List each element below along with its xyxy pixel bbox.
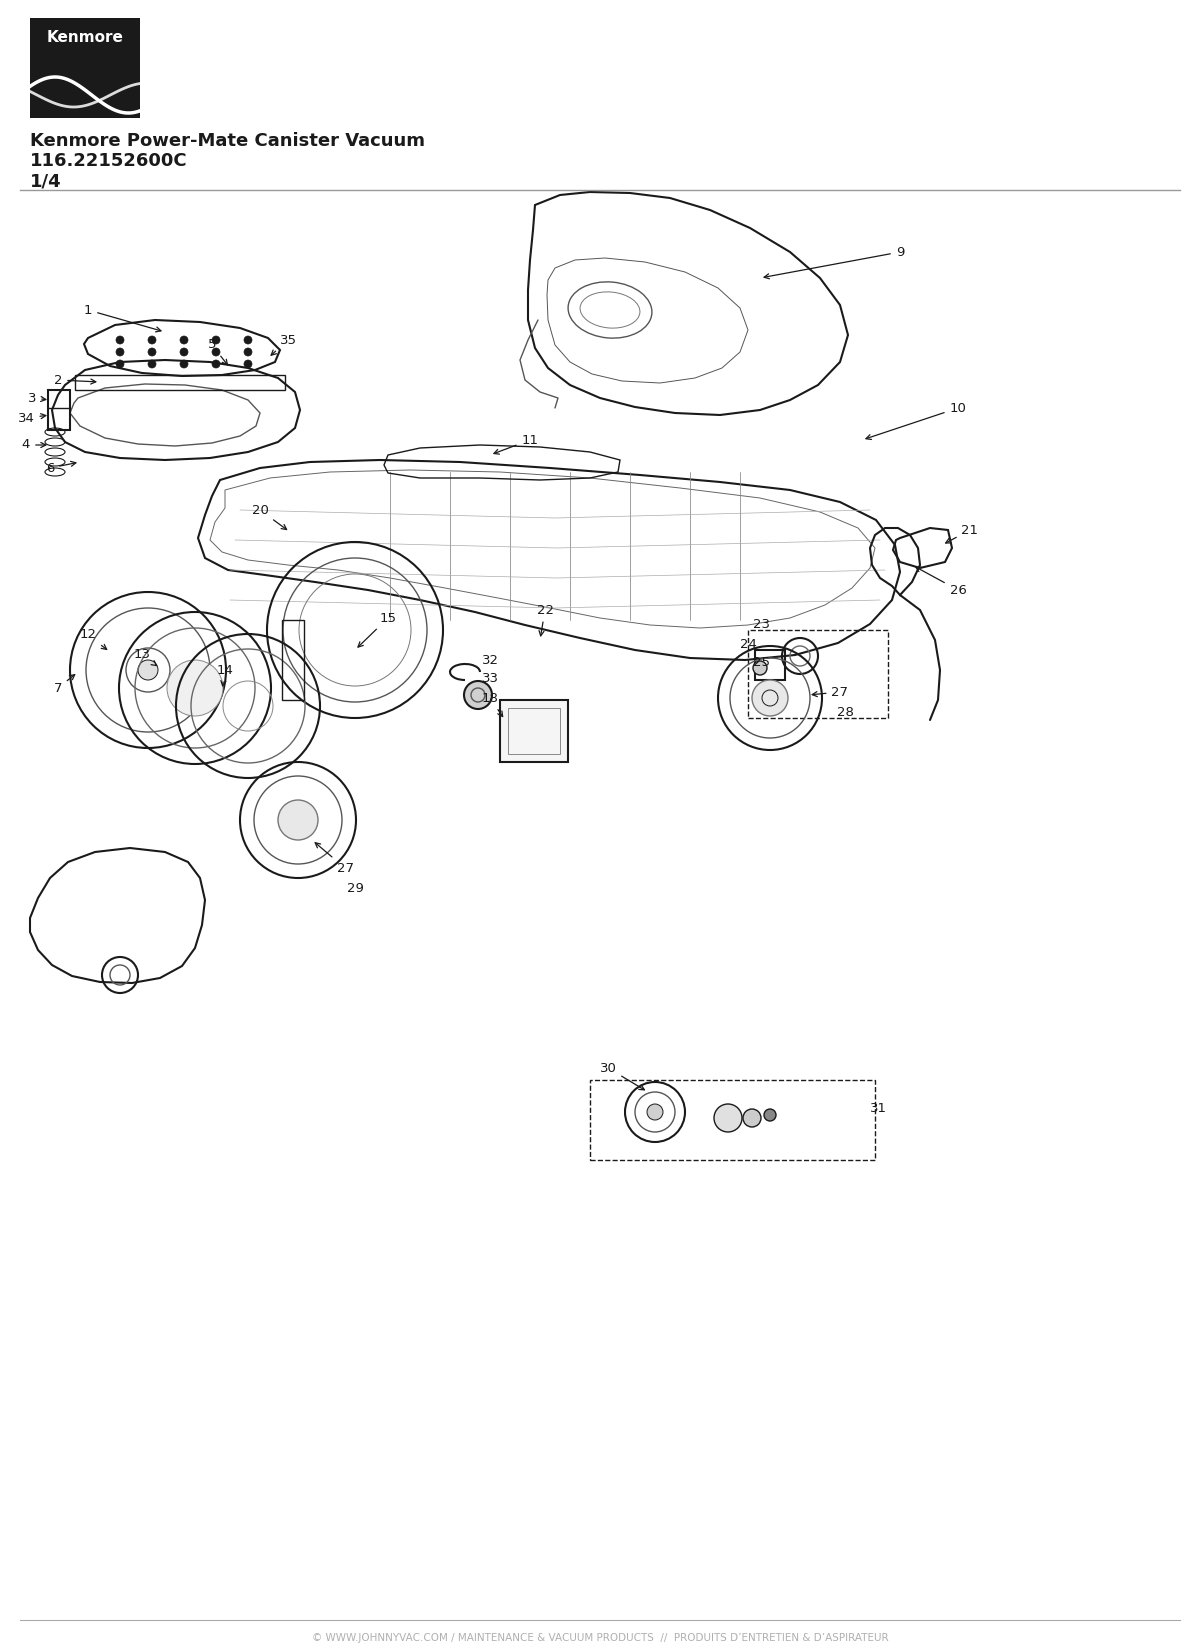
Text: 28: 28: [836, 706, 853, 718]
Text: 23: 23: [754, 619, 770, 632]
Bar: [748, 630, 888, 718]
Circle shape: [714, 1104, 742, 1132]
Circle shape: [244, 360, 252, 368]
Circle shape: [212, 360, 220, 368]
Bar: [755, 650, 785, 680]
Circle shape: [647, 1104, 662, 1120]
Text: 33: 33: [481, 672, 498, 685]
Text: 32: 32: [481, 653, 498, 667]
Text: 3: 3: [28, 391, 46, 404]
Text: 7: 7: [54, 675, 74, 695]
Text: 25: 25: [754, 655, 770, 668]
Text: 14: 14: [216, 663, 234, 686]
Text: Kenmore: Kenmore: [47, 30, 124, 46]
Text: Kenmore Power-Mate Canister Vacuum: Kenmore Power-Mate Canister Vacuum: [30, 132, 425, 150]
Text: 1: 1: [84, 304, 161, 332]
Text: 10: 10: [866, 401, 966, 439]
Circle shape: [148, 337, 156, 343]
Text: 35: 35: [271, 333, 296, 355]
Text: 6: 6: [46, 462, 76, 475]
Circle shape: [244, 337, 252, 343]
Circle shape: [244, 348, 252, 356]
Text: 9: 9: [764, 246, 904, 279]
Text: 116.22152600C: 116.22152600C: [30, 152, 187, 170]
Bar: [508, 708, 560, 754]
Text: 31: 31: [870, 1102, 887, 1114]
Text: 20: 20: [252, 503, 287, 530]
Circle shape: [116, 348, 124, 356]
Text: 12: 12: [79, 629, 107, 650]
Circle shape: [148, 348, 156, 356]
Circle shape: [180, 348, 188, 356]
Text: 27: 27: [316, 843, 354, 874]
Circle shape: [212, 337, 220, 343]
Text: 34: 34: [18, 411, 46, 424]
Circle shape: [743, 1109, 761, 1127]
FancyBboxPatch shape: [30, 18, 140, 119]
Text: 24: 24: [739, 639, 756, 652]
Text: © WWW.JOHNNYVAC.COM / MAINTENANCE & VACUUM PRODUCTS  //  PRODUITS D’ENTRETIEN & : © WWW.JOHNNYVAC.COM / MAINTENANCE & VACU…: [312, 1634, 888, 1643]
Text: 21: 21: [946, 523, 978, 543]
Text: 1/4: 1/4: [30, 172, 61, 190]
Text: 18: 18: [481, 691, 503, 716]
Circle shape: [180, 337, 188, 343]
Bar: [590, 1081, 875, 1160]
Circle shape: [116, 337, 124, 343]
Circle shape: [764, 1109, 776, 1120]
Circle shape: [180, 360, 188, 368]
Text: 22: 22: [536, 604, 553, 635]
Circle shape: [278, 800, 318, 840]
Circle shape: [212, 348, 220, 356]
Text: 5: 5: [208, 338, 228, 365]
Bar: [500, 700, 568, 762]
Circle shape: [148, 360, 156, 368]
Circle shape: [464, 681, 492, 710]
Circle shape: [116, 360, 124, 368]
Text: 13: 13: [133, 648, 157, 665]
Text: 30: 30: [600, 1061, 644, 1091]
Text: 15: 15: [358, 612, 396, 647]
Text: 27: 27: [812, 685, 848, 698]
Text: 2: 2: [54, 373, 96, 386]
Text: 29: 29: [347, 881, 364, 894]
Text: 11: 11: [494, 434, 539, 454]
Circle shape: [752, 680, 788, 716]
Circle shape: [754, 662, 767, 675]
Circle shape: [167, 660, 223, 716]
Bar: [282, 620, 304, 700]
Text: 26: 26: [916, 568, 966, 597]
Circle shape: [138, 660, 158, 680]
Text: 4: 4: [22, 439, 46, 452]
